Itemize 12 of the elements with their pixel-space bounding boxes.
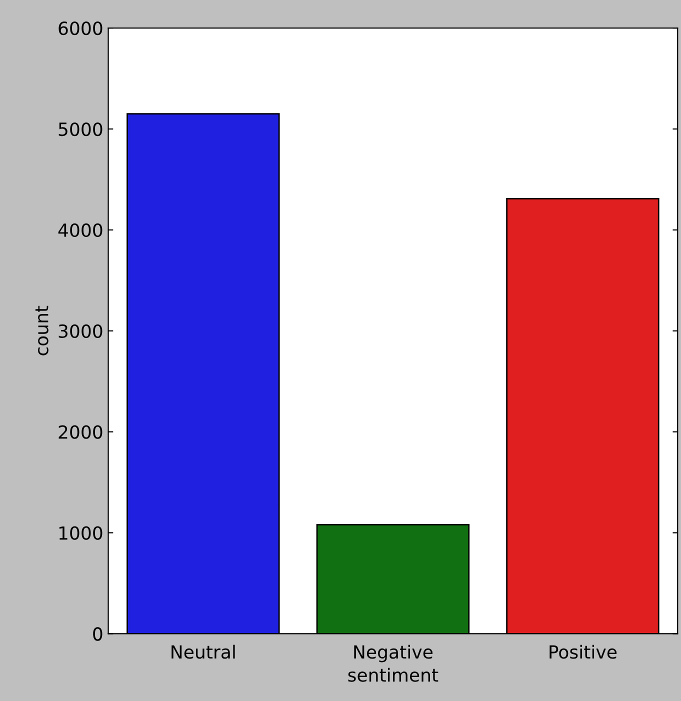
y-tick-label: 4000 xyxy=(58,223,102,238)
y-tick-label: 2000 xyxy=(58,425,102,439)
x-axis-title: sentiment xyxy=(348,668,438,682)
x-tick-label: Positive xyxy=(550,644,617,659)
x-tick-label: Negative xyxy=(354,644,432,662)
x-tick-label: Neutral xyxy=(172,644,235,659)
y-tick-label: 6000 xyxy=(58,22,102,36)
y-tick-label: 3000 xyxy=(58,324,102,338)
y-tick-label: 1000 xyxy=(59,526,102,540)
y-tick-label: 0 xyxy=(93,627,102,641)
y-axis-title: count xyxy=(35,306,48,356)
y-tick-label: 5000 xyxy=(58,122,102,136)
